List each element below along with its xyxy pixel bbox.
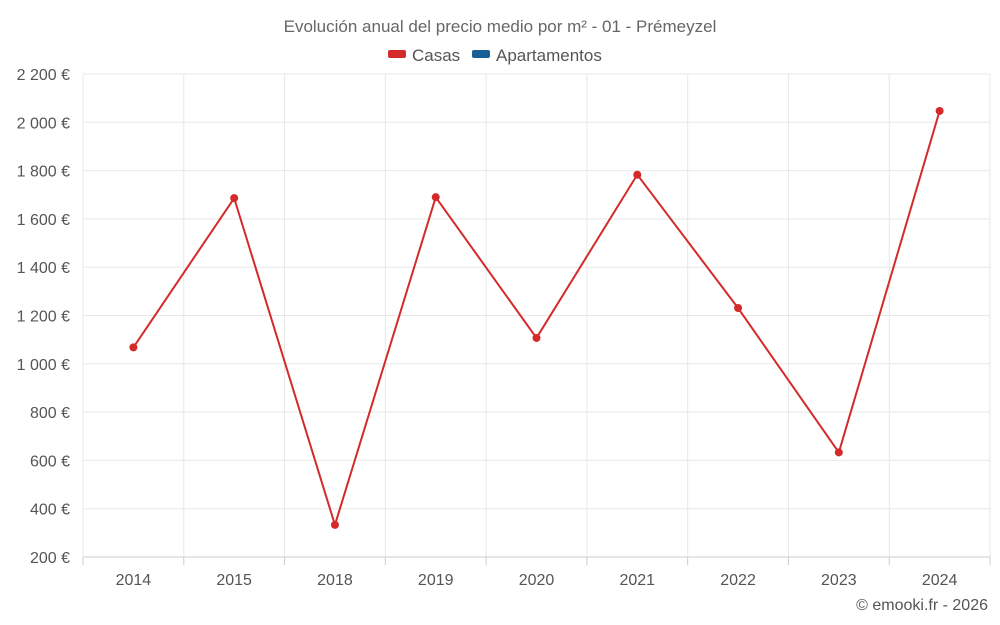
y-tick-label: 400 € xyxy=(30,502,70,519)
x-tick-label: 2015 xyxy=(216,572,252,589)
data-point-casas-2024[interactable] xyxy=(935,106,944,115)
grid xyxy=(82,73,991,565)
y-tick-label: 1 800 € xyxy=(17,164,70,181)
x-axis-ticks: 2014 2015 2018 2019 2020 2021 2022 2023 2024 xyxy=(116,572,958,589)
x-tick-label: 2023 xyxy=(821,572,857,589)
credit-text: © emooki.fr - 2026 xyxy=(856,597,988,614)
chart-title: Evolución anual del precio medio por m² … xyxy=(284,17,717,36)
x-tick-label: 2024 xyxy=(922,572,958,589)
y-tick-label: 1 200 € xyxy=(17,309,70,326)
legend-label-casas[interactable]: Casas xyxy=(412,46,460,65)
data-point-casas-2021[interactable] xyxy=(633,170,642,179)
legend-swatch-apartamentos[interactable] xyxy=(472,50,490,58)
legend: Casas Apartamentos xyxy=(388,46,602,65)
data-point-casas-2014[interactable] xyxy=(129,343,138,352)
x-tick-label: 2019 xyxy=(418,572,454,589)
y-tick-label: 800 € xyxy=(30,405,70,422)
legend-swatch-casas[interactable] xyxy=(388,50,406,58)
x-tick-label: 2022 xyxy=(720,572,756,589)
series-casas xyxy=(129,106,944,529)
data-point-casas-2015[interactable] xyxy=(230,194,239,203)
data-point-casas-2023[interactable] xyxy=(834,448,843,457)
y-tick-label: 1 400 € xyxy=(17,260,70,277)
data-point-casas-2018[interactable] xyxy=(330,520,339,529)
data-point-casas-2020[interactable] xyxy=(532,333,541,342)
x-tick-label: 2021 xyxy=(619,572,655,589)
series-line-casas xyxy=(132,110,941,526)
y-tick-label: 1 000 € xyxy=(17,357,70,374)
y-tick-label: 2 200 € xyxy=(17,67,70,84)
y-tick-label: 1 600 € xyxy=(17,212,70,229)
x-tick-label: 2014 xyxy=(116,572,152,589)
y-tick-label: 600 € xyxy=(30,453,70,470)
y-tick-label: 2 000 € xyxy=(17,115,70,132)
data-point-casas-2022[interactable] xyxy=(734,304,743,313)
data-point-casas-2019[interactable] xyxy=(431,193,440,202)
x-tick-label: 2020 xyxy=(519,572,555,589)
legend-label-apartamentos[interactable]: Apartamentos xyxy=(496,46,602,65)
x-tick-label: 2018 xyxy=(317,572,353,589)
y-tick-label: 200 € xyxy=(30,550,70,567)
y-axis-ticks: 200 € 400 € 600 € 800 € 1 000 € 1 200 € 1 400 … xyxy=(17,67,70,567)
